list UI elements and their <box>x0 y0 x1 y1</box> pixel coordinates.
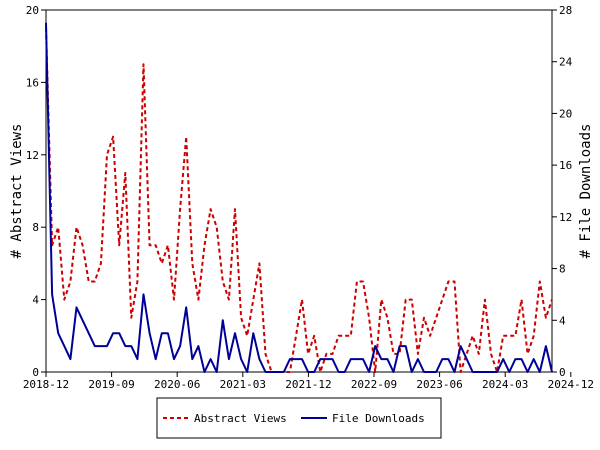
x-tick-label: 2024-03 <box>482 378 528 391</box>
y-tick-label-left: 8 <box>32 221 39 234</box>
ticks-layer: 0 4 8 12 16 20 0 4 8 12 16 20 24 28 2018-12 2019-09 2020… <box>23 4 594 391</box>
y-tick-label-right: 24 <box>559 56 573 69</box>
y-tick-label-right: 16 <box>559 159 572 172</box>
y-tick-label-left: 0 <box>32 366 39 379</box>
y-tick-label-left: 4 <box>32 294 39 307</box>
plot-frame <box>45 9 553 373</box>
y-tick-label-right: 8 <box>559 263 566 276</box>
y-tick-label-right: 20 <box>559 107 572 120</box>
x-tick-label: 2018-12 <box>23 378 69 391</box>
y-tick-label-left: 16 <box>26 76 39 89</box>
x-tick-label: 2020-06 <box>154 378 200 391</box>
y-tick-label-right: 0 <box>559 366 566 379</box>
y-tick-label-right: 4 <box>559 314 566 327</box>
series-line-abstract-views <box>45 28 553 373</box>
y-axis-title-left: # Abstract Views <box>9 124 25 259</box>
legend: Abstract Views File Downloads <box>156 397 442 439</box>
x-tick-label: 2021-12 <box>285 378 331 391</box>
legend-label-abstract-views: Abstract Views <box>194 412 287 425</box>
x-tick-label: 2021-03 <box>220 378 266 391</box>
x-tick-label: 2022-09 <box>351 378 397 391</box>
legend-label-file-downloads: File Downloads <box>332 412 425 425</box>
series-layer <box>45 22 553 373</box>
y-tick-label-left: 12 <box>26 149 39 162</box>
x-tick-label: 2024-12 <box>548 378 594 391</box>
y-tick-label-right: 28 <box>559 4 572 17</box>
x-tick-label: 2019-09 <box>88 378 134 391</box>
y-tick-label-right: 12 <box>559 211 572 224</box>
y-axis-title-right: # File Downloads <box>578 124 594 259</box>
y-tick-label-left: 20 <box>26 4 39 17</box>
series-line-file-downloads <box>45 22 553 373</box>
x-tick-label: 2023-06 <box>416 378 462 391</box>
legend-box <box>156 397 442 439</box>
